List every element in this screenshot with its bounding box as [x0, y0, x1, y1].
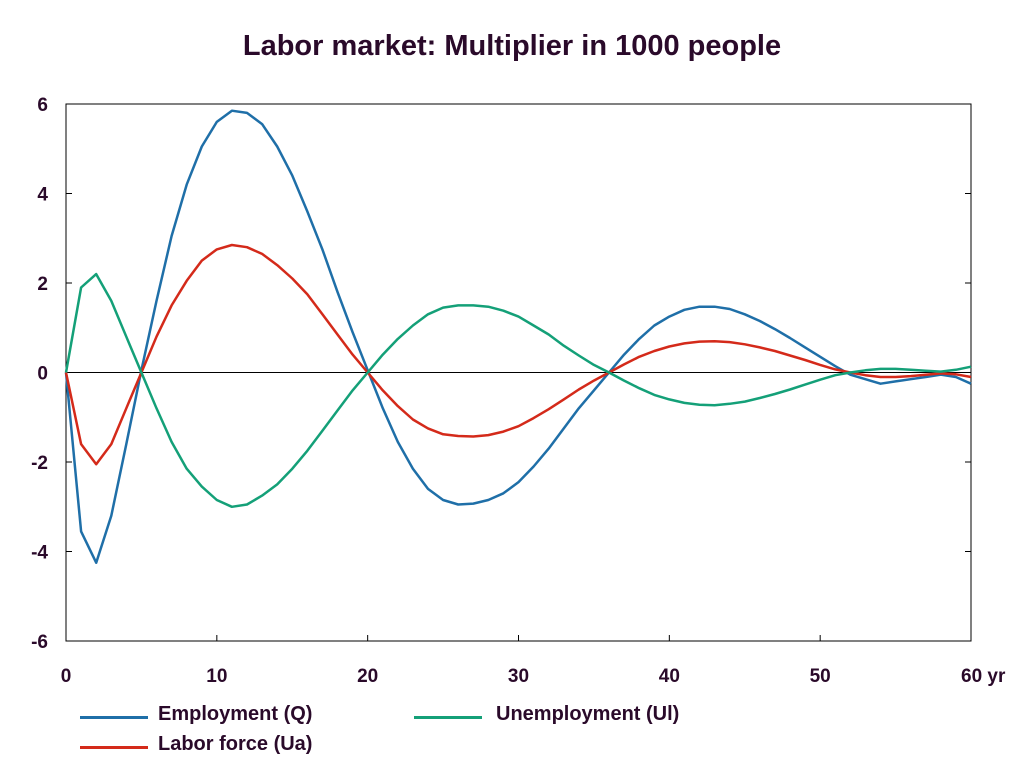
x-tick-label: 50 [810, 666, 831, 687]
chart-title: Labor market: Multiplier in 1000 people [242, 30, 782, 62]
y-tick-label: 4 [37, 185, 48, 206]
y-tick-label: -2 [31, 453, 48, 474]
legend-swatch [80, 716, 148, 719]
x-tick-label: 40 [659, 666, 680, 687]
legend-swatch [80, 746, 148, 749]
legend-swatch [414, 716, 482, 719]
legend-label: Unemployment (Ul) [496, 703, 680, 725]
series-line-labor-force-ua [64, 243, 972, 466]
x-tick-label: 20 [357, 666, 378, 687]
series-line-unemployment-ul [64, 272, 972, 509]
y-tick-label: 6 [37, 95, 48, 116]
x-tick-label: 30 [508, 666, 529, 687]
x-tick-label: 60 yr [961, 666, 1006, 687]
y-tick-label: -4 [31, 543, 48, 564]
series-line-employment-q [64, 109, 972, 564]
y-tick-label: 2 [37, 274, 48, 295]
y-tick-label: -6 [31, 632, 48, 653]
legend-label: Employment (Q) [158, 703, 313, 725]
x-tick-label: 0 [61, 666, 72, 687]
y-tick-label: 0 [37, 364, 48, 385]
x-tick-label: 10 [206, 666, 227, 687]
legend-label: Labor force (Ua) [158, 733, 313, 755]
